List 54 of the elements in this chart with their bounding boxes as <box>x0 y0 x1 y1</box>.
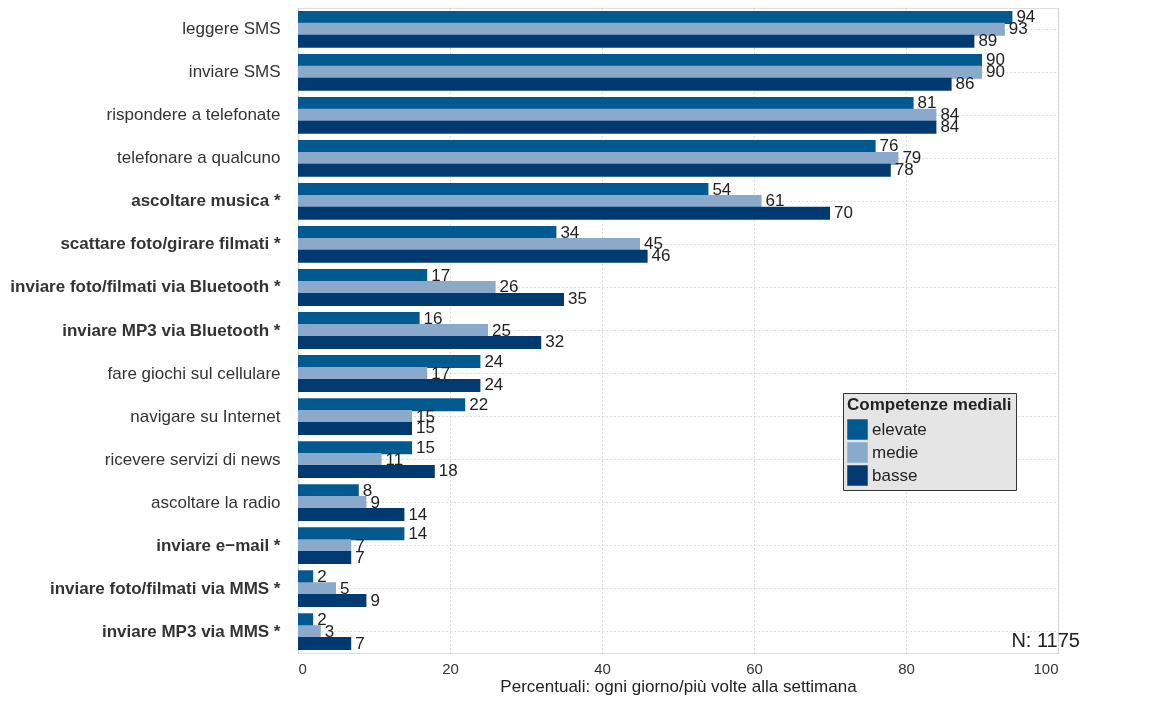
data-label: 76 <box>879 136 899 156</box>
legend-label: medie <box>872 442 919 462</box>
data-label: 17 <box>431 265 451 285</box>
data-label: 9 <box>370 590 380 610</box>
y-tick-label: ricevere servizi di news <box>104 449 281 469</box>
data-label: 7 <box>355 633 365 653</box>
data-label: 54 <box>712 179 732 199</box>
data-label: 86 <box>955 74 975 94</box>
data-label: 24 <box>484 375 504 395</box>
data-label: 22 <box>469 394 489 414</box>
data-label: 18 <box>438 461 458 481</box>
x-tick-label: 60 <box>746 659 763 677</box>
y-tick-label: inviare MP3 via MMS * <box>101 621 281 641</box>
data-label: 25 <box>492 320 511 340</box>
data-label: 2 <box>317 566 327 586</box>
y-tick-label: inviare SMS <box>188 62 281 82</box>
data-label: 17 <box>431 363 451 383</box>
data-label: 32 <box>545 332 565 352</box>
y-tick-label: rispondere a telefonate <box>106 105 281 125</box>
data-label: 34 <box>560 222 580 242</box>
data-label: 24 <box>484 351 504 371</box>
data-label: 11 <box>385 449 404 469</box>
y-tick-label: inviare foto/filmati via Bluetooth * <box>10 277 281 297</box>
data-label: 15 <box>416 437 435 457</box>
data-label: 61 <box>765 191 785 211</box>
y-tick-label: navigare su Internet <box>130 406 281 426</box>
data-label: 14 <box>408 523 428 543</box>
legend-title: Competenze mediali <box>847 395 1012 414</box>
data-label: 5 <box>340 578 350 598</box>
data-label: 70 <box>834 203 853 223</box>
y-tick-label: inviare e−mail * <box>156 535 281 555</box>
y-tick-label: telefonare a qualcuno <box>116 148 281 168</box>
x-tick-label: 20 <box>442 659 459 677</box>
annotation: N: 1175 <box>1011 629 1080 651</box>
y-tick-label: fare giochi sul cellulare <box>107 363 281 383</box>
x-tick-label: 0 <box>298 659 307 677</box>
y-tick-label: ascoltare la radio <box>151 492 281 512</box>
x-tick-label: 100 <box>1033 659 1059 677</box>
y-tick-label: leggere SMS <box>182 19 281 39</box>
y-tick-label: inviare foto/filmati via MMS * <box>50 578 281 598</box>
x-tick-label: 40 <box>594 659 611 677</box>
data-label: 26 <box>499 277 519 297</box>
data-label: 16 <box>423 308 443 328</box>
y-tick-label: ascoltare musica * <box>131 191 281 211</box>
data-label: 89 <box>978 31 998 51</box>
data-label: 35 <box>568 289 587 309</box>
legend-label: elevate <box>872 419 927 439</box>
y-tick-label: inviare MP3 via Bluetooth * <box>62 320 281 340</box>
data-label: 14 <box>408 504 428 524</box>
x-tick-label: 80 <box>898 659 915 677</box>
y-tick-label: scattare foto/girare filmati * <box>60 234 281 254</box>
x-axis-title: Percentuali: ogni giorno/più volte alla settimana <box>500 676 858 696</box>
legend-label: basse <box>872 465 918 485</box>
data-label: 81 <box>917 93 937 113</box>
